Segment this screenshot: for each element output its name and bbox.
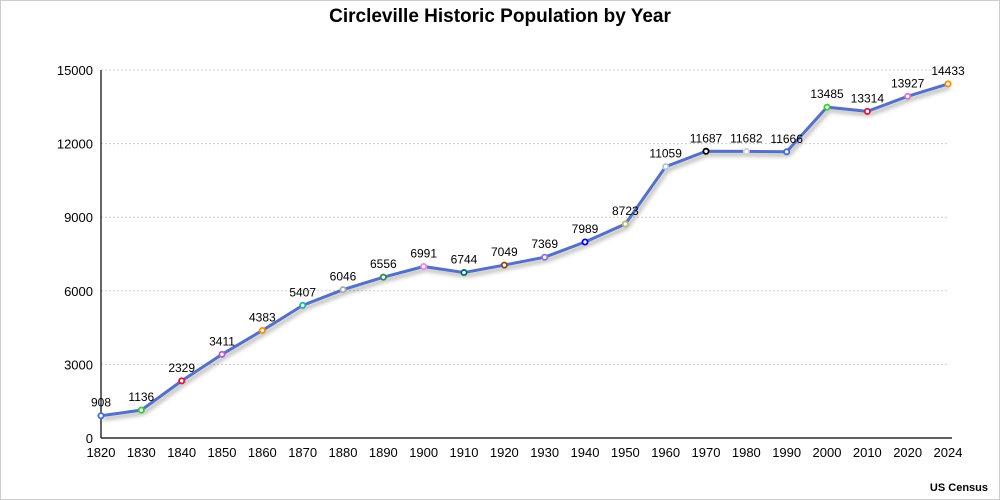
- data-point: [783, 148, 791, 156]
- x-tick-label: 1910: [450, 445, 479, 460]
- data-label: 13485: [810, 87, 844, 101]
- x-tick-label: 1990: [772, 445, 801, 460]
- data-label: 7049: [491, 245, 518, 259]
- data-point: [702, 147, 710, 155]
- data-label: 5407: [289, 285, 316, 299]
- x-tick-label: 2020: [893, 445, 922, 460]
- data-label: 7369: [531, 237, 558, 251]
- data-label: 2329: [168, 361, 195, 375]
- data-point: [823, 103, 831, 111]
- x-tick-label: 1970: [692, 445, 721, 460]
- data-point: [178, 377, 186, 385]
- data-point: [742, 147, 750, 155]
- y-tick-label: 0: [86, 431, 93, 446]
- x-tick-label: 1850: [208, 445, 237, 460]
- data-point: [863, 107, 871, 115]
- data-point: [944, 80, 952, 88]
- chart-title: Circleville Historic Population by Year: [329, 6, 671, 27]
- x-tick-label: 1930: [530, 445, 559, 460]
- x-tick-label: 1960: [651, 445, 680, 460]
- data-label: 11666: [770, 132, 803, 146]
- data-point: [299, 301, 307, 309]
- data-label: 6744: [451, 253, 478, 267]
- data-point: [904, 92, 912, 100]
- y-tick-label: 9000: [64, 210, 93, 225]
- x-tick-label: 1820: [87, 445, 116, 460]
- y-tick-label: 15000: [57, 63, 93, 78]
- data-label: 11059: [649, 147, 682, 161]
- x-tick-label: 2010: [853, 445, 882, 460]
- data-label: 6556: [370, 257, 397, 271]
- data-label: 6991: [410, 246, 437, 260]
- data-point: [662, 163, 670, 171]
- data-label: 14433: [931, 64, 965, 78]
- x-tick-label: 1940: [571, 445, 600, 460]
- data-label: 6046: [330, 270, 357, 284]
- data-label: 7989: [572, 222, 599, 236]
- x-tick-label: 1880: [329, 445, 358, 460]
- data-label: 908: [91, 396, 111, 410]
- x-tick-label: 1980: [732, 445, 761, 460]
- x-tick-label: 1870: [288, 445, 317, 460]
- data-point: [339, 286, 347, 294]
- data-label: 13927: [891, 76, 925, 90]
- data-label: 3411: [209, 334, 235, 348]
- data-point: [137, 406, 145, 414]
- x-tick-label: 1830: [127, 445, 156, 460]
- data-point: [581, 238, 589, 246]
- data-label: 11682: [730, 131, 763, 145]
- data-label: 4383: [249, 310, 276, 324]
- x-tick-label: 2000: [813, 445, 842, 460]
- x-tick-label: 1860: [248, 445, 277, 460]
- x-tick-label: 1950: [611, 445, 640, 460]
- data-label: 8723: [612, 204, 639, 218]
- data-label: 13314: [851, 91, 885, 105]
- x-tick-label: 1840: [167, 445, 196, 460]
- source-label: US Census: [929, 482, 988, 494]
- series-line: [100, 82, 949, 418]
- x-tick-label: 2024: [934, 445, 963, 460]
- data-point: [379, 273, 387, 281]
- data-point: [500, 261, 508, 269]
- y-tick-label: 3000: [64, 357, 93, 372]
- data-point: [258, 326, 266, 334]
- data-label: 11687: [690, 131, 723, 145]
- x-tick-label: 1920: [490, 445, 519, 460]
- y-tick-label: 12000: [57, 137, 93, 152]
- data-label: 1136: [128, 390, 154, 404]
- data-point: [97, 412, 105, 420]
- data-point: [621, 220, 629, 228]
- x-tick-label: 1890: [369, 445, 398, 460]
- data-point: [218, 350, 226, 358]
- data-point: [420, 262, 428, 270]
- data-point: [541, 253, 549, 261]
- y-tick-label: 6000: [64, 284, 93, 299]
- data-point: [460, 269, 468, 277]
- x-tick-label: 1900: [409, 445, 438, 460]
